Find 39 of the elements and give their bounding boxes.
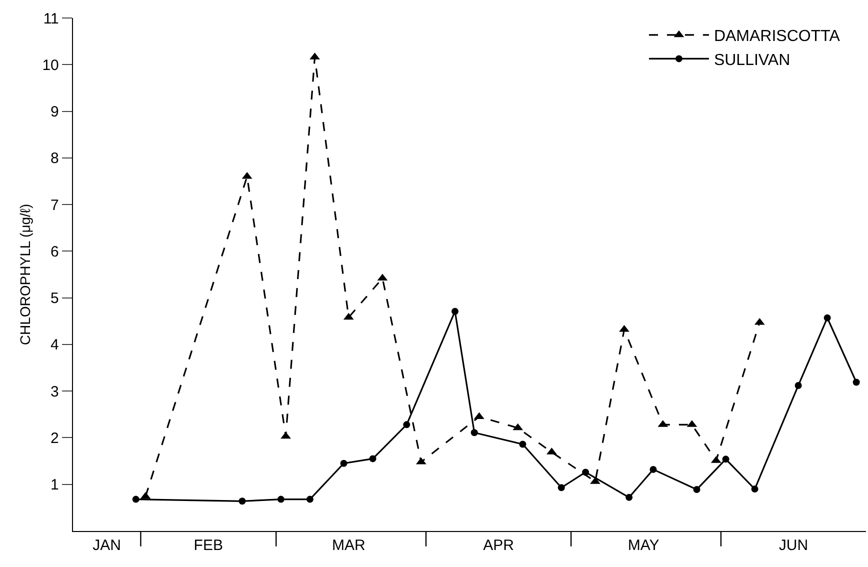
point (794, 382, 802, 389)
point (722, 456, 730, 463)
point (558, 484, 565, 492)
y-tick-label: 8 (50, 150, 59, 168)
point (277, 496, 284, 503)
point (451, 308, 458, 315)
x-tick-label: JAN (92, 537, 122, 554)
point (519, 440, 526, 448)
x-tick-label: MAY (628, 537, 660, 554)
point (751, 486, 758, 493)
point (626, 494, 633, 501)
y-axis-title: CHLOROPHYLL (μg/ℓ) (16, 204, 33, 346)
y-tick-label: 3 (50, 383, 59, 400)
x-tick-label: MAR (332, 537, 366, 554)
point (403, 421, 410, 428)
y-tick-label: 7 (50, 196, 59, 214)
x-tick-label: APR (483, 537, 514, 554)
y-tick-label: 1 (50, 476, 59, 494)
point (369, 455, 376, 462)
y-tick-label: 9 (50, 104, 59, 121)
point (582, 468, 590, 476)
point (306, 496, 314, 503)
y-tick-label: 10 (42, 56, 59, 74)
point (340, 460, 348, 467)
point (280, 432, 291, 439)
x-tick-label: FEB (194, 537, 223, 554)
point (470, 429, 478, 436)
x-tick-label: JUN (778, 537, 808, 554)
y-tick-label: 5 (50, 290, 59, 308)
point (693, 486, 700, 493)
point (824, 314, 831, 322)
y-tick-label: 6 (50, 243, 59, 260)
legend-label: SULLIVAN (714, 52, 790, 69)
legend-label: DAMARISCOTTA (714, 28, 840, 46)
point (650, 466, 657, 473)
y-tick-label: 4 (50, 336, 59, 354)
point (852, 378, 860, 386)
y-tick-label: 11 (43, 10, 59, 28)
y-tick-label: 2 (50, 430, 59, 447)
